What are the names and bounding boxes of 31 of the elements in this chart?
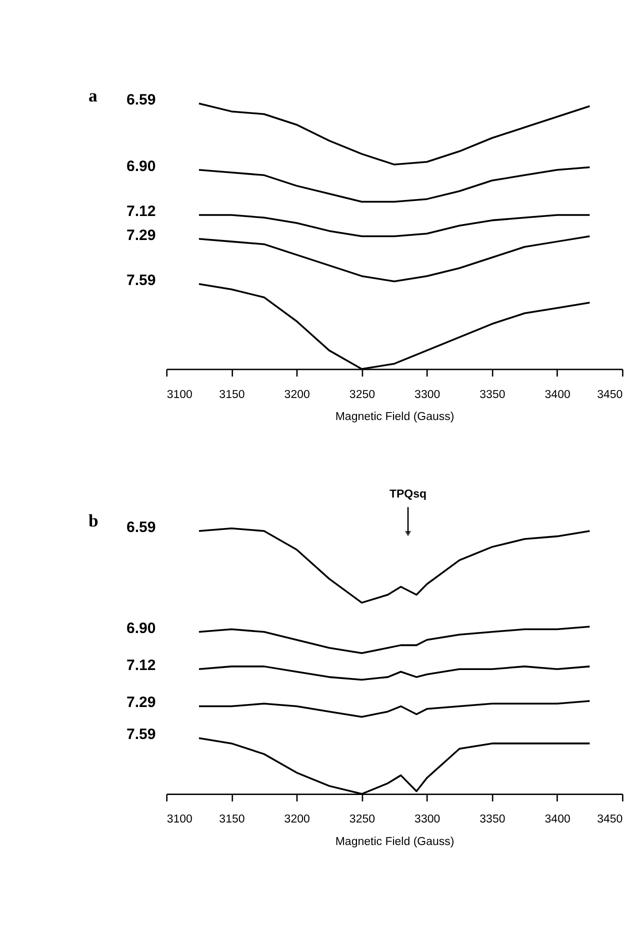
text: 7.59 [126, 272, 156, 289]
x-tick-label: 3350 [480, 388, 506, 401]
x-tick-label: 3350 [480, 814, 506, 826]
text: a [88, 86, 98, 106]
text: 7.59 [126, 726, 156, 744]
x-tick-label: 3250 [349, 814, 376, 826]
x-tick-label: 3100 [166, 814, 192, 826]
text: 6.90 [126, 620, 156, 637]
x-tick-label: 3200 [284, 388, 310, 401]
text: b [88, 510, 99, 531]
x-axis-title: Magnetic Field (Gauss) [335, 410, 454, 423]
x-tick-label: 3250 [349, 388, 376, 401]
text: 7.12 [126, 656, 156, 674]
x-tick-label: 3300 [414, 814, 440, 826]
x-tick-label: 3300 [414, 388, 440, 401]
text: TPQsq [389, 488, 427, 500]
x-tick-label: 3100 [166, 388, 192, 401]
x-tick-label: 3150 [219, 388, 245, 401]
text: 7.12 [126, 202, 156, 220]
text: 7.29 [126, 226, 156, 244]
text: 6.59 [126, 518, 156, 536]
text: 6.59 [126, 91, 156, 108]
x-tick-label: 3150 [219, 814, 245, 826]
x-axis-title: Magnetic Field (Gauss) [335, 836, 454, 848]
x-tick-label: 3450 [597, 388, 623, 401]
x-tick-label: 3200 [284, 814, 310, 826]
x-tick-label: 3400 [544, 814, 570, 826]
x-tick-label: 3400 [544, 388, 570, 401]
text: 6.90 [126, 158, 156, 175]
text: 7.29 [126, 694, 156, 712]
x-tick-label: 3450 [597, 814, 623, 826]
